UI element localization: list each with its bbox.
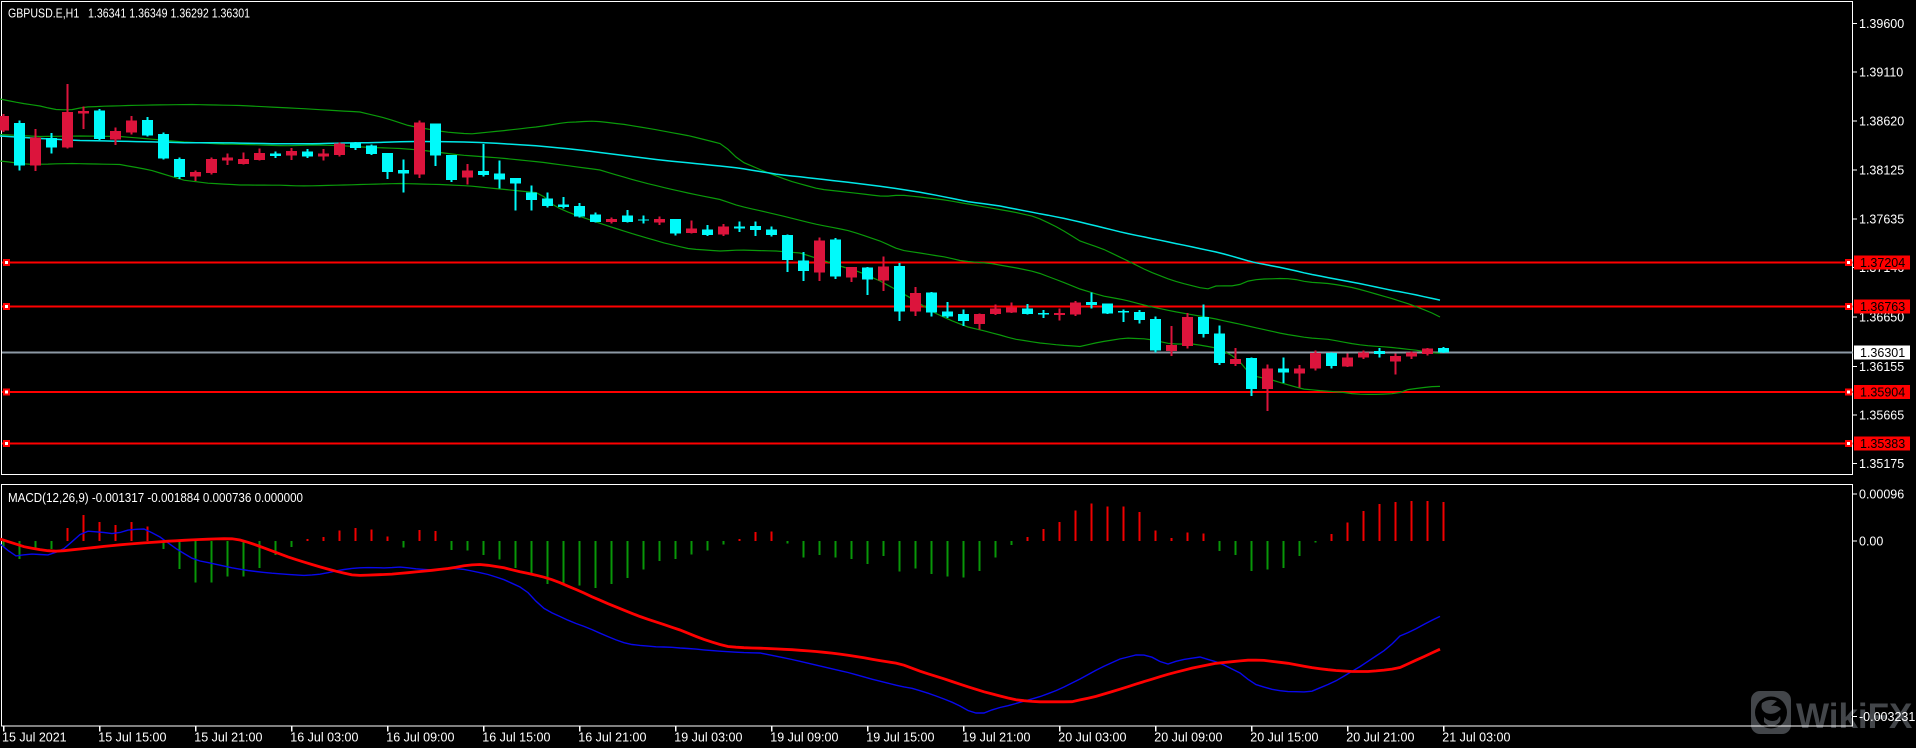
svg-text:16 Jul 21:00: 16 Jul 21:00 — [578, 731, 646, 745]
svg-text:1.36301: 1.36301 — [1860, 346, 1905, 360]
svg-text:1.36155: 1.36155 — [1859, 360, 1904, 374]
svg-text:1.35175: 1.35175 — [1859, 457, 1904, 471]
svg-text:19 Jul 21:00: 19 Jul 21:00 — [962, 731, 1030, 745]
svg-text:1.35665: 1.35665 — [1859, 409, 1904, 423]
svg-text:MACD(12,26,9) -0.001317 -0.001: MACD(12,26,9) -0.001317 -0.001884 0.0007… — [8, 490, 303, 505]
svg-text:1.38125: 1.38125 — [1859, 164, 1904, 178]
svg-text:1.35383: 1.35383 — [1860, 437, 1905, 451]
svg-text:0.00: 0.00 — [1859, 535, 1883, 549]
svg-text:1.39110: 1.39110 — [1859, 66, 1903, 80]
svg-text:0.00096: 0.00096 — [1859, 488, 1904, 502]
svg-text:1.38620: 1.38620 — [1859, 115, 1904, 129]
svg-text:15 Jul 15:00: 15 Jul 15:00 — [98, 731, 166, 745]
svg-text:15 Jul 21:00: 15 Jul 21:00 — [194, 731, 262, 745]
svg-text:1.37204: 1.37204 — [1860, 256, 1905, 270]
svg-text:20 Jul 09:00: 20 Jul 09:00 — [1154, 731, 1222, 745]
svg-text:15 Jul 2021: 15 Jul 2021 — [2, 731, 67, 745]
svg-text:16 Jul 15:00: 16 Jul 15:00 — [482, 731, 550, 745]
svg-text:-0.003231: -0.003231 — [1859, 710, 1915, 724]
svg-text:20 Jul 15:00: 20 Jul 15:00 — [1250, 731, 1318, 745]
svg-text:19 Jul 15:00: 19 Jul 15:00 — [866, 731, 934, 745]
svg-text:16 Jul 03:00: 16 Jul 03:00 — [290, 731, 358, 745]
svg-text:1.39600: 1.39600 — [1859, 17, 1904, 31]
svg-text:20 Jul 21:00: 20 Jul 21:00 — [1346, 731, 1414, 745]
svg-text:19 Jul 09:00: 19 Jul 09:00 — [770, 731, 838, 745]
svg-text:GBPUSD.E,H1 1.36341 1.36349: GBPUSD.E,H1 1.36341 1.36349 1.36292 1.36… — [8, 6, 250, 21]
svg-text:20 Jul 03:00: 20 Jul 03:00 — [1058, 731, 1126, 745]
svg-text:1.36763: 1.36763 — [1860, 300, 1905, 314]
svg-text:1.35904: 1.35904 — [1860, 386, 1905, 400]
svg-text:1.36650: 1.36650 — [1859, 311, 1904, 325]
svg-text:16 Jul 09:00: 16 Jul 09:00 — [386, 731, 454, 745]
svg-text:21 Jul 03:00: 21 Jul 03:00 — [1442, 731, 1510, 745]
svg-text:19 Jul 03:00: 19 Jul 03:00 — [674, 731, 742, 745]
svg-text:1.37635: 1.37635 — [1859, 213, 1904, 227]
